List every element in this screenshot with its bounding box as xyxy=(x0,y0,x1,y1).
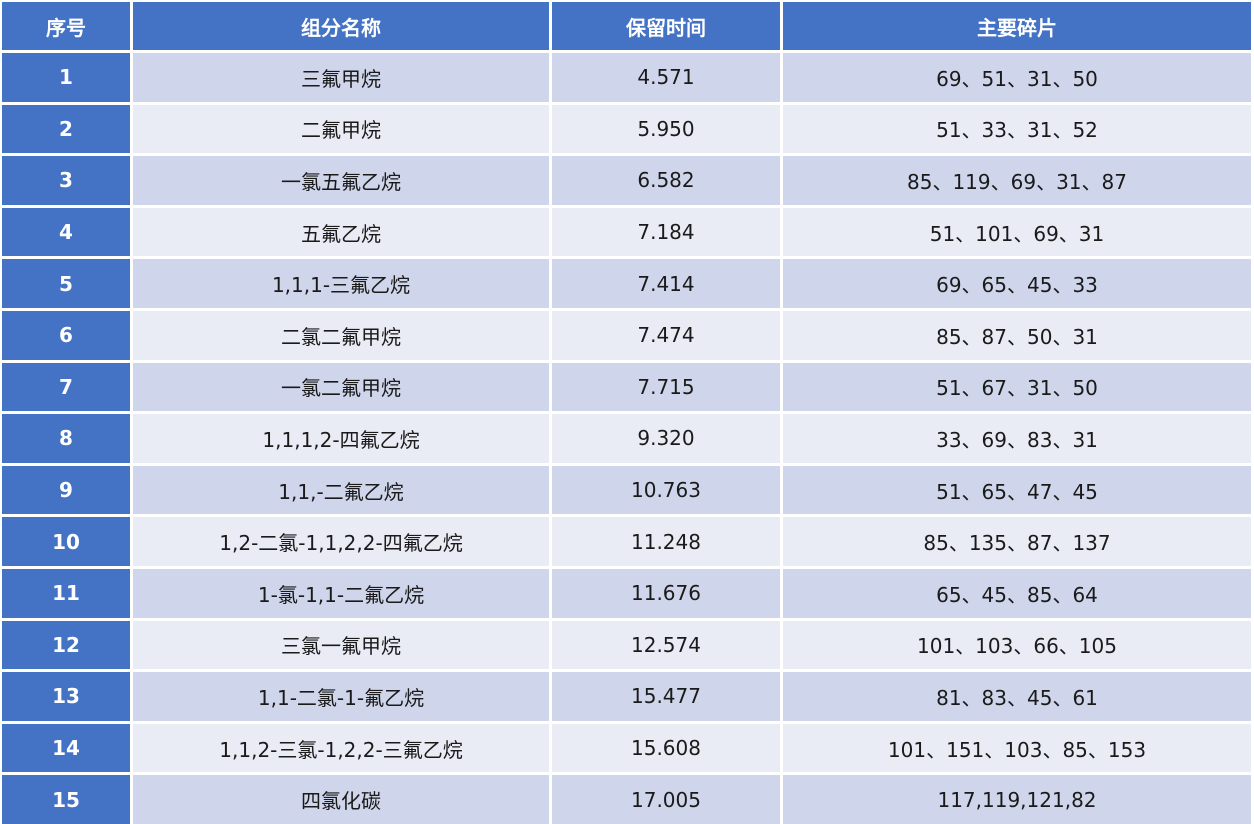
row-index-cell: 2 xyxy=(2,104,130,154)
row-index-cell: 10 xyxy=(2,517,130,566)
component-name-cell: 五氟乙烷 xyxy=(133,207,549,257)
row-index-cell: 12 xyxy=(2,620,130,670)
retention-time-cell: 11.676 xyxy=(552,568,780,618)
header-index: 序号 xyxy=(2,2,130,50)
component-name-cell: 1,1,1-三氟乙烷 xyxy=(133,259,549,308)
main-fragments-cell: 51、65、47、45 xyxy=(783,465,1251,515)
retention-time-cell: 15.477 xyxy=(552,672,780,721)
row-index-cell: 3 xyxy=(2,156,130,205)
retention-time-cell: 15.608 xyxy=(552,723,780,773)
row-index-cell: 1 xyxy=(2,53,130,102)
main-fragments-cell: 69、51、31、50 xyxy=(783,53,1251,102)
retention-time-cell: 17.005 xyxy=(552,775,780,824)
component-name-cell: 二氯二氟甲烷 xyxy=(133,310,549,360)
retention-time-cell: 7.474 xyxy=(552,310,780,360)
row-index-cell: 4 xyxy=(2,207,130,257)
header-retention-time: 保留时间 xyxy=(552,2,780,50)
main-fragments-cell: 33、69、83、31 xyxy=(783,414,1251,463)
component-name-cell: 二氟甲烷 xyxy=(133,104,549,154)
main-fragments-cell: 51、67、31、50 xyxy=(783,362,1251,412)
row-index-cell: 11 xyxy=(2,568,130,618)
row-index-cell: 7 xyxy=(2,362,130,412)
component-name-cell: 1,1-二氯-1-氟乙烷 xyxy=(133,672,549,721)
retention-time-cell: 7.715 xyxy=(552,362,780,412)
row-index-cell: 9 xyxy=(2,465,130,515)
main-fragments-cell: 65、45、85、64 xyxy=(783,568,1251,618)
main-fragments-cell: 85、135、87、137 xyxy=(783,517,1251,566)
retention-time-cell: 9.320 xyxy=(552,414,780,463)
row-index-cell: 13 xyxy=(2,672,130,721)
retention-time-cell: 10.763 xyxy=(552,465,780,515)
header-main-fragments: 主要碎片 xyxy=(783,2,1251,50)
main-fragments-cell: 51、33、31、52 xyxy=(783,104,1251,154)
component-name-cell: 一氯二氟甲烷 xyxy=(133,362,549,412)
component-name-cell: 一氯五氟乙烷 xyxy=(133,156,549,205)
retention-time-cell: 11.248 xyxy=(552,517,780,566)
main-fragments-cell: 81、83、45、61 xyxy=(783,672,1251,721)
retention-time-cell: 6.582 xyxy=(552,156,780,205)
row-index-cell: 6 xyxy=(2,310,130,360)
component-name-cell: 三氯一氟甲烷 xyxy=(133,620,549,670)
row-index-cell: 8 xyxy=(2,414,130,463)
component-name-cell: 1-氯-1,1-二氟乙烷 xyxy=(133,568,549,618)
row-index-cell: 14 xyxy=(2,723,130,773)
retention-time-cell: 7.184 xyxy=(552,207,780,257)
header-component-name: 组分名称 xyxy=(133,2,549,50)
retention-time-cell: 7.414 xyxy=(552,259,780,308)
main-fragments-cell: 101、151、103、85、153 xyxy=(783,723,1251,773)
component-name-cell: 1,2-二氯-1,1,2,2-四氟乙烷 xyxy=(133,517,549,566)
retention-time-cell: 12.574 xyxy=(552,620,780,670)
component-name-cell: 三氟甲烷 xyxy=(133,53,549,102)
main-fragments-cell: 117,119,121,82 xyxy=(783,775,1251,824)
component-name-cell: 1,1,-二氟乙烷 xyxy=(133,465,549,515)
main-fragments-cell: 85、87、50、31 xyxy=(783,310,1251,360)
main-fragments-cell: 69、65、45、33 xyxy=(783,259,1251,308)
component-name-cell: 四氯化碳 xyxy=(133,775,549,824)
main-fragments-cell: 51、101、69、31 xyxy=(783,207,1251,257)
main-fragments-cell: 85、119、69、31、87 xyxy=(783,156,1251,205)
component-name-cell: 1,1,1,2-四氟乙烷 xyxy=(133,414,549,463)
retention-time-cell: 4.571 xyxy=(552,53,780,102)
component-name-cell: 1,1,2-三氯-1,2,2-三氟乙烷 xyxy=(133,723,549,773)
retention-time-cell: 5.950 xyxy=(552,104,780,154)
row-index-cell: 15 xyxy=(2,775,130,824)
main-fragments-cell: 101、103、66、105 xyxy=(783,620,1251,670)
row-index-cell: 5 xyxy=(2,259,130,308)
